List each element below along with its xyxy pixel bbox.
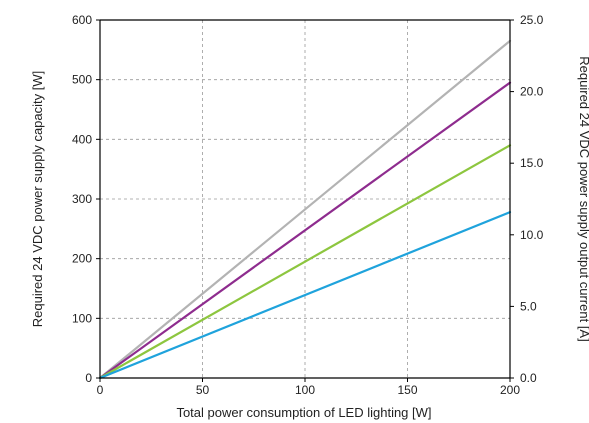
series-line-3	[98, 144, 512, 380]
y-tick-label: 200	[72, 252, 92, 266]
x-axis-title: Total power consumption of LED lighting …	[176, 405, 431, 420]
x-tick-label: 200	[500, 383, 520, 397]
x-tick-label: 0	[97, 383, 104, 397]
y2-tick-label: 5.0	[520, 299, 537, 313]
series-line-4	[98, 211, 512, 380]
series-layer	[98, 39, 512, 380]
y2-tick-label: 20.0	[520, 85, 544, 99]
x-tick-label: 50	[196, 383, 210, 397]
y-tick-label: 500	[72, 73, 92, 87]
y-tick-label: 0	[85, 371, 92, 385]
series-line-2	[98, 81, 512, 380]
tick-labels: 0 50 100 150 200 0 100 200 300 400 500 600 0.0 5.0 10.…	[72, 13, 544, 397]
series-line-1	[98, 39, 512, 380]
y-tick-label: 600	[72, 13, 92, 27]
y-tick-label: 300	[72, 192, 92, 206]
y-tick-label: 400	[72, 132, 92, 146]
grid-lines	[100, 20, 510, 378]
axes	[96, 19, 514, 382]
y2-tick-label: 25.0	[520, 13, 544, 27]
y2-tick-label: 0.0	[520, 371, 537, 385]
y2-tick-label: 15.0	[520, 156, 544, 170]
x-tick-label: 100	[295, 383, 315, 397]
y-axis-title: Required 24 VDC power supply capacity [W…	[30, 71, 45, 328]
y2-axis-title: Required 24 VDC power supply output curr…	[577, 56, 589, 341]
y2-tick-label: 10.0	[520, 228, 544, 242]
x-tick-label: 150	[397, 383, 417, 397]
y-tick-label: 100	[72, 311, 92, 325]
